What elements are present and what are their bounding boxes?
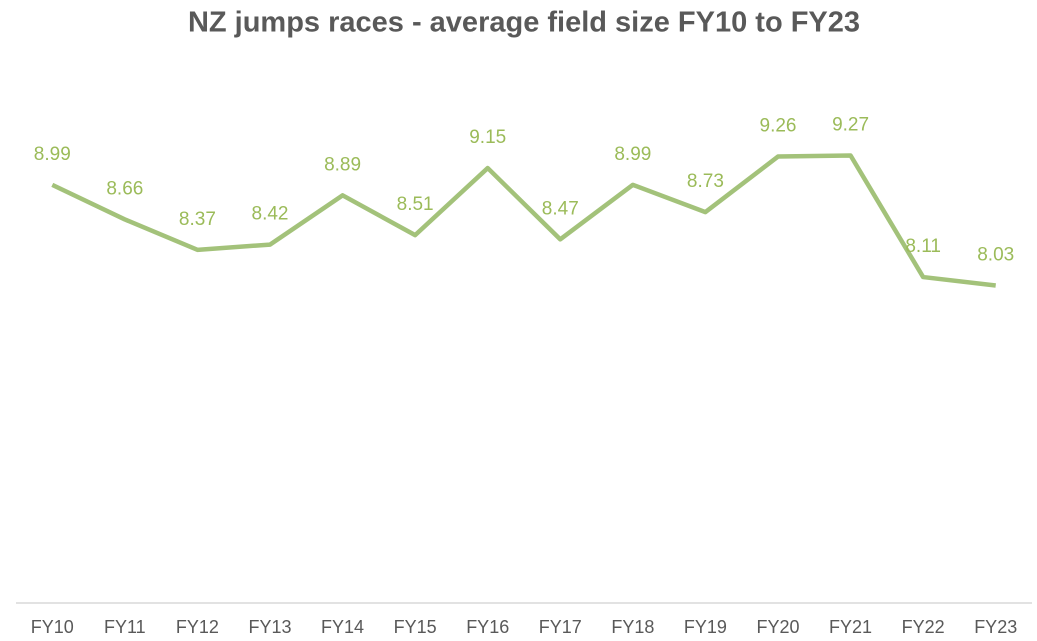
chart-title: NZ jumps races - average field size FY10… bbox=[188, 7, 860, 39]
data-label: 8.37 bbox=[179, 209, 216, 230]
data-line bbox=[51, 153, 996, 288]
x-tick-label: FY16 bbox=[466, 617, 509, 637]
x-tick-label: FY15 bbox=[394, 617, 437, 637]
data-label: 8.99 bbox=[614, 144, 651, 165]
x-tick-label: FY17 bbox=[539, 617, 582, 637]
data-label: 8.99 bbox=[34, 144, 71, 165]
data-label: 8.66 bbox=[106, 178, 143, 199]
data-label: 9.15 bbox=[469, 127, 506, 148]
x-tick-label: FY18 bbox=[611, 617, 654, 637]
x-tick-label: FY22 bbox=[902, 617, 945, 637]
data-label: 9.26 bbox=[760, 116, 797, 137]
x-tick-label: FY23 bbox=[974, 617, 1017, 637]
data-label: 8.47 bbox=[542, 198, 579, 219]
data-label: 8.03 bbox=[977, 244, 1014, 265]
x-tick-label: FY13 bbox=[248, 617, 291, 637]
x-tick-label: FY20 bbox=[756, 617, 799, 637]
data-label: 8.89 bbox=[324, 154, 361, 175]
x-tick-label: FY10 bbox=[31, 617, 74, 637]
x-tick-label: FY19 bbox=[684, 617, 727, 637]
x-tick-label: FY21 bbox=[829, 617, 872, 637]
data-label: 8.73 bbox=[687, 171, 724, 192]
data-label: 8.42 bbox=[252, 204, 289, 225]
data-label: 9.27 bbox=[832, 115, 869, 136]
x-tick-label: FY12 bbox=[176, 617, 219, 637]
x-tick-label: FY11 bbox=[104, 617, 146, 637]
data-label: 8.51 bbox=[397, 194, 434, 215]
data-label: 8.11 bbox=[905, 236, 941, 257]
x-tick-label: FY14 bbox=[321, 617, 364, 637]
